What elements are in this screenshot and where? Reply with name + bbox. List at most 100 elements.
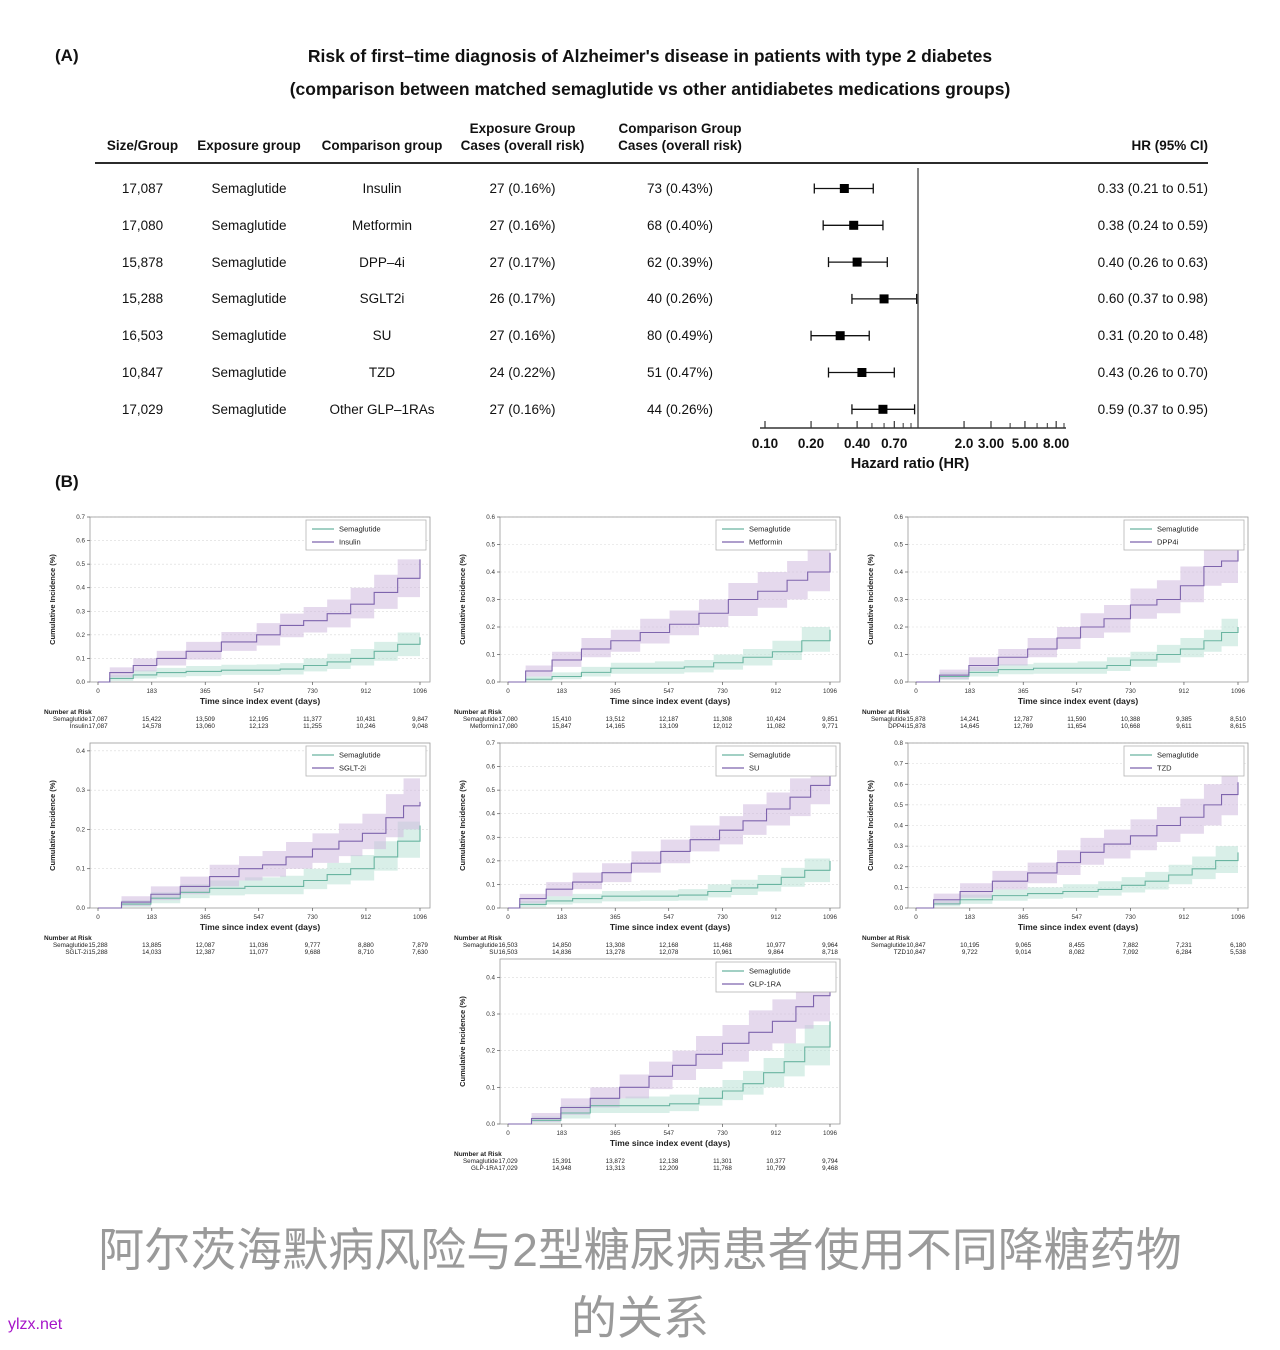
svg-text:Time since index event (days): Time since index event (days) (610, 696, 730, 706)
svg-text:11,768: 11,768 (713, 1165, 732, 1172)
cell-exposure-cases: 27 (0.16%) (489, 217, 556, 233)
svg-text:10,377: 10,377 (766, 1158, 786, 1165)
svg-text:9,864: 9,864 (768, 949, 784, 956)
cell-exposure-group: Semaglutide (211, 328, 287, 344)
cell-comparison-group: Metformin (351, 217, 412, 233)
svg-text:Semaglutide: Semaglutide (463, 1158, 499, 1165)
svg-text:DPP4i: DPP4i (1157, 538, 1179, 547)
svg-text:17,029: 17,029 (498, 1165, 518, 1172)
svg-text:Semaglutide: Semaglutide (871, 942, 907, 949)
cell-exposure-group: Semaglutide (211, 291, 287, 307)
svg-text:2.0: 2.0 (955, 436, 974, 451)
svg-text:Semaglutide: Semaglutide (53, 716, 89, 723)
col-header-exposure-group: Exposure group (197, 138, 301, 153)
cell-exposure-group: Semaglutide (211, 254, 287, 270)
svg-text:GLP-1RA: GLP-1RA (749, 980, 781, 989)
svg-text:9,777: 9,777 (305, 942, 321, 949)
svg-text:15,288: 15,288 (88, 949, 108, 956)
svg-text:8,880: 8,880 (358, 942, 374, 949)
svg-text:0.20: 0.20 (798, 436, 824, 451)
svg-text:7,092: 7,092 (1123, 949, 1139, 956)
svg-text:0.4: 0.4 (486, 569, 495, 576)
svg-text:17,087: 17,087 (88, 723, 108, 730)
svg-text:183: 183 (557, 1130, 568, 1137)
svg-text:0.6: 0.6 (894, 514, 903, 521)
svg-text:12,387: 12,387 (196, 949, 216, 956)
cell-comparison-group: SGLT2i (359, 291, 405, 307)
svg-text:10,424: 10,424 (766, 716, 786, 723)
svg-text:13,308: 13,308 (606, 942, 626, 949)
svg-text:10,195: 10,195 (960, 942, 980, 949)
svg-text:0.5: 0.5 (486, 787, 495, 794)
svg-text:Cumulative Incidence (%): Cumulative Incidence (%) (458, 780, 467, 871)
svg-text:11,590: 11,590 (1067, 716, 1086, 723)
svg-text:17,087: 17,087 (88, 716, 108, 723)
svg-text:7,630: 7,630 (412, 949, 428, 956)
svg-text:1096: 1096 (1231, 914, 1246, 921)
svg-text:9,048: 9,048 (412, 723, 428, 730)
svg-text:10,431: 10,431 (356, 716, 376, 723)
svg-text:0.4: 0.4 (486, 974, 495, 981)
cell-exposure-group: Semaglutide (211, 217, 287, 233)
svg-text:12,168: 12,168 (659, 942, 679, 949)
svg-text:1096: 1096 (823, 1130, 838, 1137)
svg-text:547: 547 (1071, 914, 1082, 921)
cell-hr-ci: 0.59 (0.37 to 0.95) (1097, 401, 1208, 417)
cell-exposure-group: Semaglutide (211, 181, 287, 196)
svg-text:730: 730 (717, 1130, 728, 1137)
svg-text:7,882: 7,882 (1123, 942, 1139, 949)
svg-text:Insulin: Insulin (70, 723, 89, 730)
svg-text:912: 912 (771, 914, 782, 921)
svg-text:10,961: 10,961 (713, 949, 733, 956)
km-chart-semaglutide-vs-sglt-2i: 0.0 0.1 0.2 0.3 0.4 0 183 365 547 730 912 1096 Time … (44, 742, 431, 956)
svg-text:Metformin: Metformin (470, 723, 498, 730)
caption-line2: 的关系 (571, 1292, 709, 1344)
svg-text:11,468: 11,468 (713, 942, 732, 949)
forest-table-row: 16,503 Semaglutide SU 27 (0.16%) 80 (0.49%) 0… (0, 317, 1280, 354)
svg-text:0.0: 0.0 (76, 905, 85, 912)
svg-text:Semaglutide: Semaglutide (749, 751, 791, 760)
svg-text:Time since index event (days): Time since index event (days) (610, 1138, 730, 1148)
svg-text:0.0: 0.0 (894, 679, 903, 686)
svg-text:0.1: 0.1 (76, 866, 85, 873)
svg-text:11,255: 11,255 (303, 723, 322, 730)
svg-text:0.40: 0.40 (844, 436, 870, 451)
svg-text:Number at Risk: Number at Risk (454, 935, 502, 942)
svg-text:547: 547 (663, 1130, 674, 1137)
svg-text:1096: 1096 (1231, 688, 1246, 695)
svg-text:11,077: 11,077 (249, 949, 268, 956)
cell-hr-ci: 0.38 (0.24 to 0.59) (1097, 217, 1208, 233)
svg-text:Semaglutide: Semaglutide (339, 751, 381, 760)
col-header-hr-ci: HR (95% CI) (1131, 138, 1208, 153)
svg-text:Insulin: Insulin (339, 538, 361, 547)
svg-text:0.2: 0.2 (76, 826, 85, 833)
svg-text:0.3: 0.3 (76, 608, 85, 615)
cell-size-group: 15,878 (121, 254, 164, 270)
cell-comparison-group: Other GLP–1RAs (329, 401, 435, 417)
cell-comparison-group: DPP–4i (359, 254, 405, 270)
svg-text:Time since index event (days): Time since index event (days) (200, 696, 320, 706)
svg-text:Number at Risk: Number at Risk (454, 1151, 502, 1158)
svg-text:12,012: 12,012 (713, 723, 733, 730)
svg-text:0.70: 0.70 (881, 436, 907, 451)
svg-text:Cumulative Incidence (%): Cumulative Incidence (%) (48, 554, 57, 645)
svg-text:0.7: 0.7 (894, 761, 903, 768)
svg-text:0: 0 (506, 1130, 510, 1137)
figure-title: Risk of first–time diagnosis of Alzheime… (150, 40, 1150, 106)
svg-text:Time since index event (days): Time since index event (days) (610, 922, 730, 932)
svg-text:Cumulative Incidence (%): Cumulative Incidence (%) (48, 780, 57, 871)
svg-text:8,455: 8,455 (1069, 942, 1085, 949)
cell-size-group: 17,029 (121, 401, 164, 417)
svg-text:3.00: 3.00 (978, 436, 1004, 451)
svg-text:Cumulative Incidence (%): Cumulative Incidence (%) (866, 780, 875, 871)
svg-text:912: 912 (361, 914, 372, 921)
forest-table-row: 15,288 Semaglutide SGLT2i 26 (0.17%) 40 (0.2… (0, 280, 1280, 317)
cell-comparison-cases: 44 (0.26%) (646, 401, 714, 417)
svg-text:0.5: 0.5 (894, 802, 903, 809)
svg-text:0.2: 0.2 (486, 1048, 495, 1055)
panel-a-label: (A) (55, 46, 79, 65)
svg-text:11,308: 11,308 (713, 716, 732, 723)
svg-text:0.4: 0.4 (76, 585, 85, 592)
svg-text:13,885: 13,885 (142, 942, 162, 949)
svg-text:Number at Risk: Number at Risk (862, 709, 910, 716)
